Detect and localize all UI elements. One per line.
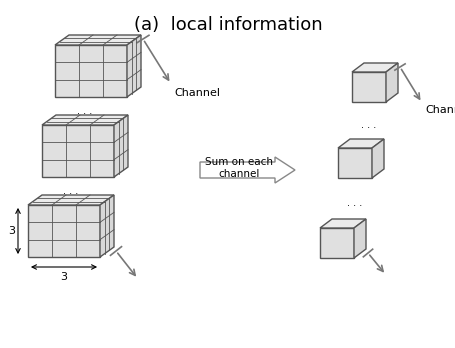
Polygon shape bbox=[114, 115, 128, 177]
Polygon shape bbox=[55, 45, 127, 97]
Polygon shape bbox=[127, 35, 141, 97]
Polygon shape bbox=[42, 115, 128, 125]
Text: . . .: . . . bbox=[347, 198, 362, 208]
Polygon shape bbox=[385, 63, 397, 102]
Text: Channel: Channel bbox=[174, 88, 219, 98]
Text: 3: 3 bbox=[61, 272, 67, 282]
Polygon shape bbox=[319, 228, 353, 258]
Polygon shape bbox=[353, 219, 365, 258]
Polygon shape bbox=[371, 139, 383, 178]
Text: Channel: Channel bbox=[424, 105, 455, 115]
Polygon shape bbox=[42, 125, 114, 177]
Polygon shape bbox=[55, 35, 141, 45]
Polygon shape bbox=[100, 195, 114, 257]
FancyArrow shape bbox=[200, 157, 294, 183]
Polygon shape bbox=[28, 195, 114, 205]
Text: (a)  local information: (a) local information bbox=[133, 16, 322, 34]
Polygon shape bbox=[319, 219, 365, 228]
Text: Sum on each
channel: Sum on each channel bbox=[205, 157, 273, 179]
Polygon shape bbox=[337, 139, 383, 148]
Text: . . .: . . . bbox=[77, 106, 92, 116]
Text: . . .: . . . bbox=[63, 186, 78, 196]
Polygon shape bbox=[351, 63, 397, 72]
Polygon shape bbox=[351, 72, 385, 102]
Text: 3: 3 bbox=[8, 226, 15, 236]
Polygon shape bbox=[28, 205, 100, 257]
Text: . . .: . . . bbox=[360, 120, 376, 130]
Polygon shape bbox=[337, 148, 371, 178]
